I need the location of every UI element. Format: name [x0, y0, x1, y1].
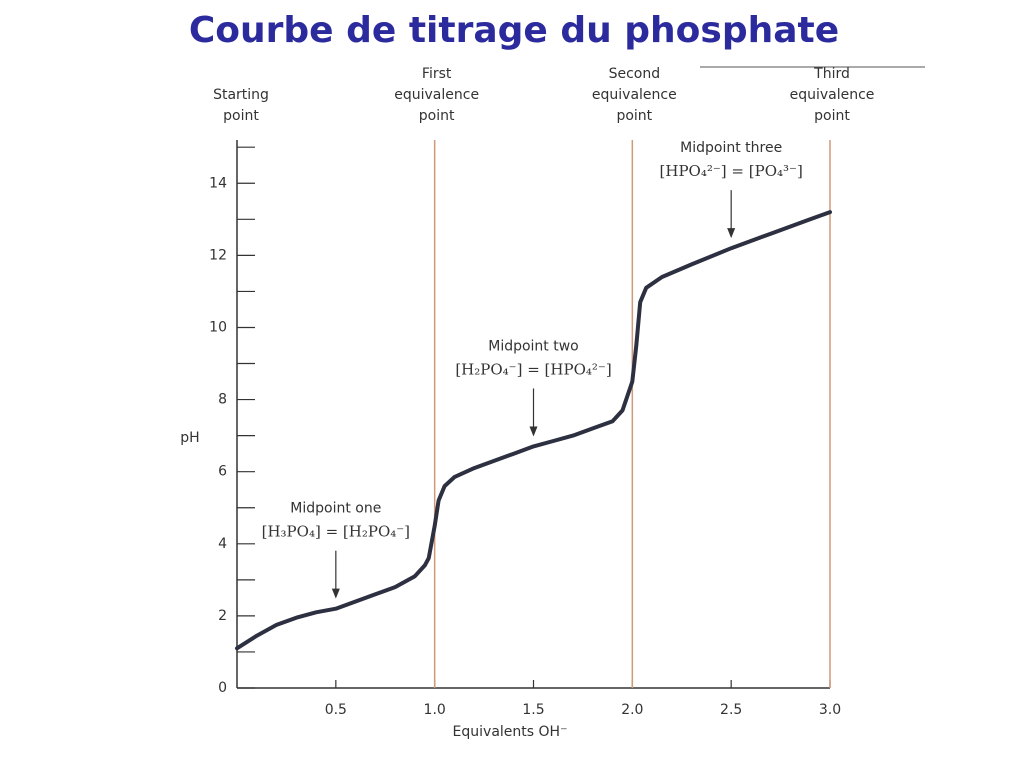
reference-label: Starting — [213, 87, 269, 103]
chart-title: Courbe de titrage du phosphate — [189, 10, 839, 51]
annotation-formula: [H₃PO₄] = [H₂PO₄⁻] — [262, 523, 410, 541]
y-tick-label: 12 — [209, 247, 227, 263]
titration-curve — [235, 210, 832, 651]
x-tick-label: 3.0 — [819, 702, 841, 718]
reference-label: point — [616, 108, 652, 124]
reference-label: Second — [609, 66, 661, 82]
x-axis-label: Equivalents OH⁻ — [453, 724, 568, 740]
x-tick-label: 2.0 — [621, 702, 643, 718]
annotation-formula: [H₂PO₄⁻] = [HPO₄²⁻] — [455, 360, 611, 378]
reference-label: equivalence — [790, 87, 875, 103]
x-tick-label: 1.5 — [522, 702, 544, 718]
y-tick-label: 8 — [218, 392, 227, 408]
annotation-label: Midpoint three — [680, 140, 782, 156]
y-axis-label: pH — [180, 430, 199, 446]
y-tick-label: 10 — [209, 319, 227, 335]
y-tick-label: 0 — [218, 680, 227, 696]
y-tick-label: 2 — [218, 608, 227, 624]
y-tick-label: 6 — [218, 464, 227, 480]
annotation-formula: [HPO₄²⁻] = [PO₄³⁻] — [660, 162, 803, 180]
reference-label: point — [814, 108, 850, 124]
y-tick-label: 14 — [209, 175, 227, 191]
annotation-label: Midpoint one — [290, 501, 381, 517]
annotation-label: Midpoint two — [488, 338, 579, 354]
arrow-head — [529, 426, 538, 437]
arrow-head — [331, 588, 340, 599]
reference-label: Third — [813, 66, 850, 82]
reference-label: point — [223, 108, 259, 124]
reference-label: point — [419, 108, 455, 124]
x-tick-label: 0.5 — [325, 702, 347, 718]
y-tick-label: 4 — [218, 536, 227, 552]
x-tick-label: 2.5 — [720, 702, 742, 718]
x-tick-label: 1.0 — [424, 702, 446, 718]
reference-label: equivalence — [592, 87, 677, 103]
reference-label: First — [422, 66, 452, 82]
reference-label: equivalence — [394, 87, 479, 103]
arrow-head — [727, 228, 736, 239]
